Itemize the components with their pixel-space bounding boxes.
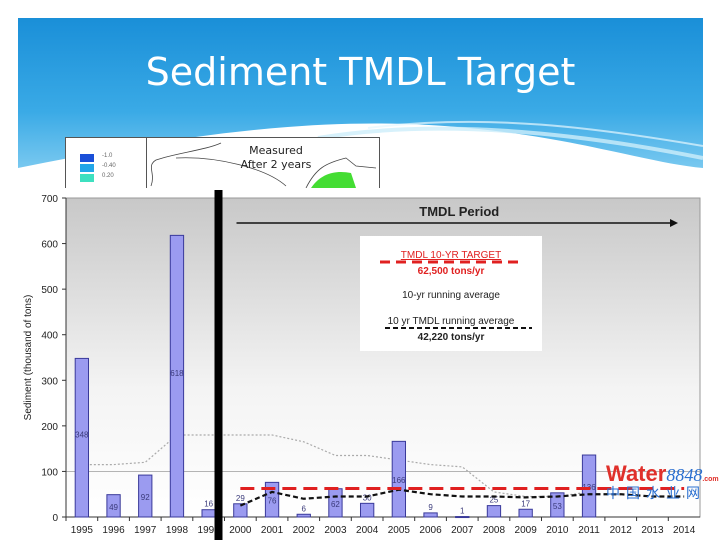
y-tick-label: 0: [52, 513, 58, 524]
data-label: 62: [331, 500, 340, 509]
bar-2007: [455, 516, 470, 519]
x-tick-label: 2003: [324, 525, 347, 536]
y-tick-label: 400: [41, 331, 58, 342]
bar-2005: [391, 440, 407, 518]
data-label: 92: [141, 493, 150, 502]
x-tick-label: 1995: [71, 525, 94, 536]
x-tick-label: 2012: [610, 525, 633, 536]
legend-target-value: 62,500 tons/yr: [418, 266, 485, 277]
x-tick-label: 1997: [134, 525, 157, 536]
x-tick-label: 2005: [388, 525, 411, 536]
legend-label: -0.40: [102, 163, 116, 169]
bar-2011: [581, 454, 597, 518]
x-tick-label: 2014: [673, 525, 696, 536]
x-tick-label: 2000: [229, 525, 252, 536]
bar-2002: [296, 513, 311, 518]
legend-label: 0.20: [102, 173, 114, 179]
watermark-number: 8848: [666, 465, 703, 485]
x-tick-label: 2002: [293, 525, 316, 536]
x-tick-label: 2011: [578, 525, 600, 536]
bar-1996: [106, 494, 121, 518]
x-tick-label: 1996: [102, 525, 125, 536]
bar-1995: [74, 357, 90, 518]
data-label: 53: [553, 502, 562, 511]
legend-swatch: [80, 174, 94, 182]
bar-2009: [518, 508, 533, 518]
y-tick-label: 600: [41, 240, 58, 251]
y-tick-label: 300: [41, 376, 58, 387]
x-tick-label: 2007: [451, 525, 474, 536]
inset-caption: Measured After 2 years: [216, 144, 336, 172]
watermark-logo: Water8848.com 中国水业网: [606, 461, 719, 502]
tmdl-running-average-line: [239, 488, 685, 507]
sediment-chart: 0 100 200 300 400 500 600 700 Sediment (thousand…: [23, 190, 701, 540]
caption-line2: After 2 years: [240, 158, 312, 171]
data-label: 618: [170, 369, 184, 378]
inset-map: -1.0 -0.40 0.20 Measured After 2 years: [65, 137, 380, 188]
data-label: 9: [428, 503, 433, 512]
caption-line1: Measured: [249, 144, 303, 157]
bar-2004: [359, 502, 375, 518]
legend-running-label: 10-yr running average: [402, 290, 500, 301]
data-label: 6: [302, 504, 307, 513]
data-label: 16: [204, 500, 213, 509]
x-tick-label: 2009: [515, 525, 538, 536]
x-tick-label: 1998: [166, 525, 189, 536]
bar-2006: [423, 512, 438, 518]
y-tick-label: 100: [41, 467, 58, 478]
legend-swatch: [80, 154, 94, 162]
legend-label: -1.0: [102, 153, 113, 159]
data-label: 30: [363, 493, 372, 502]
legend-box: [360, 236, 542, 351]
y-tick-label: 500: [41, 285, 58, 296]
legend-tmdl-running-label: 10 yr TMDL running average: [388, 316, 515, 327]
map-outline: [150, 142, 377, 188]
arrow-head-icon: [670, 219, 678, 227]
data-label: 29: [236, 494, 245, 503]
x-tick-label: 2006: [419, 525, 442, 536]
bar-2000: [233, 503, 248, 518]
y-tick-label: 700: [41, 194, 58, 205]
watermark-chinese: 中国水业网: [606, 485, 706, 502]
data-label: 348: [75, 431, 89, 440]
tmdl-period-divider: [214, 190, 223, 540]
x-tick-label: 2013: [641, 525, 664, 536]
y-axis-label: Sediment (thousand of tons): [23, 295, 34, 421]
data-label: 76: [268, 497, 277, 506]
watermark-brand: Water: [606, 461, 667, 486]
data-label: 17: [521, 499, 530, 508]
x-tick-label: 2004: [356, 525, 379, 536]
x-tick-label: 2010: [546, 525, 569, 536]
slide-title: Sediment TMDL Target: [145, 50, 576, 94]
bar-1998: [169, 234, 185, 518]
y-tick-label: 200: [41, 422, 58, 433]
x-tick-label: 1999: [198, 525, 221, 536]
tmdl-period-label: TMDL Period: [419, 204, 499, 219]
inset-legend: -1.0 -0.40 0.20: [66, 138, 147, 188]
data-label: 166: [392, 476, 406, 485]
bar-2008: [486, 505, 502, 518]
x-tick-label: 2008: [483, 525, 506, 536]
data-label: 1: [460, 507, 465, 516]
data-label: 49: [109, 503, 118, 512]
bar-2010: [550, 492, 565, 518]
data-label: 25: [489, 496, 498, 505]
legend-target-label: TMDL 10-YR TARGET: [401, 250, 501, 261]
bar-1997: [138, 474, 153, 518]
legend-tmdl-running-value: 42,220 tons/yr: [418, 332, 485, 343]
bar-1999: [201, 509, 216, 518]
bar-2001: [264, 481, 280, 518]
x-tick-label: 2001: [261, 525, 284, 536]
legend-swatch: [80, 164, 94, 172]
watermark-suffix: .com: [702, 476, 719, 483]
